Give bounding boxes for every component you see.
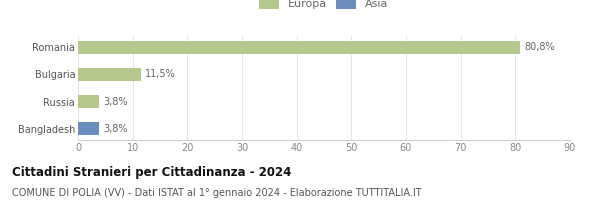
Legend: Europa, Asia: Europa, Asia: [259, 0, 389, 9]
Text: 3,8%: 3,8%: [103, 124, 128, 134]
Text: COMUNE DI POLIA (VV) - Dati ISTAT al 1° gennaio 2024 - Elaborazione TUTTITALIA.I: COMUNE DI POLIA (VV) - Dati ISTAT al 1° …: [12, 188, 422, 198]
Bar: [78, 122, 99, 135]
Bar: [78, 95, 99, 108]
Bar: [78, 68, 141, 81]
Text: 80,8%: 80,8%: [524, 42, 555, 52]
Text: 11,5%: 11,5%: [145, 69, 176, 79]
Text: 3,8%: 3,8%: [103, 97, 128, 107]
Text: Cittadini Stranieri per Cittadinanza - 2024: Cittadini Stranieri per Cittadinanza - 2…: [12, 166, 292, 179]
Bar: [78, 41, 520, 54]
